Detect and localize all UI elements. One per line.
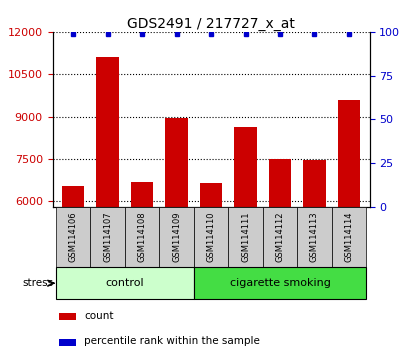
Text: GSM114106: GSM114106 bbox=[69, 212, 78, 263]
Bar bbox=[303, 160, 326, 207]
Text: GSM114110: GSM114110 bbox=[207, 212, 215, 262]
Text: GSM114107: GSM114107 bbox=[103, 212, 112, 263]
Bar bbox=[159, 207, 194, 267]
Bar bbox=[59, 313, 76, 320]
Text: stress: stress bbox=[22, 278, 53, 288]
Bar bbox=[131, 182, 153, 207]
Text: control: control bbox=[105, 278, 144, 288]
Text: count: count bbox=[84, 310, 114, 321]
Text: GSM114112: GSM114112 bbox=[276, 212, 284, 262]
Text: GSM114111: GSM114111 bbox=[241, 212, 250, 262]
Bar bbox=[165, 118, 188, 207]
Bar bbox=[332, 207, 366, 267]
Text: GSM114109: GSM114109 bbox=[172, 212, 181, 262]
Bar bbox=[56, 207, 90, 267]
Bar bbox=[234, 126, 257, 207]
Text: percentile rank within the sample: percentile rank within the sample bbox=[84, 336, 260, 346]
Text: GSM114108: GSM114108 bbox=[138, 212, 147, 263]
Bar bbox=[56, 267, 194, 299]
Bar bbox=[125, 207, 159, 267]
Bar bbox=[194, 267, 366, 299]
Text: GSM114113: GSM114113 bbox=[310, 212, 319, 263]
Bar bbox=[269, 159, 291, 207]
Bar bbox=[194, 207, 228, 267]
Text: GSM114114: GSM114114 bbox=[344, 212, 353, 262]
Text: cigarette smoking: cigarette smoking bbox=[230, 278, 331, 288]
Bar bbox=[263, 207, 297, 267]
Bar bbox=[228, 207, 263, 267]
Bar bbox=[59, 339, 76, 346]
Title: GDS2491 / 217727_x_at: GDS2491 / 217727_x_at bbox=[127, 17, 295, 31]
Bar bbox=[97, 57, 119, 207]
Bar bbox=[200, 183, 222, 207]
Bar bbox=[90, 207, 125, 267]
Bar bbox=[297, 207, 332, 267]
Bar bbox=[62, 186, 84, 207]
Bar bbox=[338, 100, 360, 207]
